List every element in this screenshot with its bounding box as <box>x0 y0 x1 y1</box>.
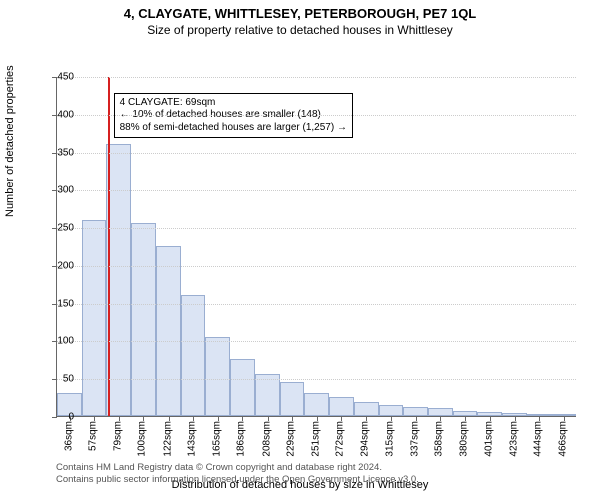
footer-line-2: Contains public sector information licen… <box>56 474 419 486</box>
x-tick-label: 57sqm <box>87 421 98 451</box>
y-tick-label: 100 <box>44 336 74 347</box>
histogram-bar <box>106 144 131 416</box>
x-tick-label: 315sqm <box>384 421 395 457</box>
gridline <box>57 115 576 116</box>
histogram-bar <box>280 382 305 416</box>
y-tick-label: 150 <box>44 298 74 309</box>
gridline <box>57 266 576 267</box>
histogram-bar <box>82 220 107 416</box>
histogram-bar <box>205 337 230 416</box>
x-tick-label: 337sqm <box>409 421 420 457</box>
histogram-bar <box>131 223 156 416</box>
x-tick-label: 36sqm <box>63 421 74 451</box>
histogram-bar <box>329 397 354 416</box>
plot-area: 4 CLAYGATE: 69sqm← 10% of detached house… <box>56 77 576 417</box>
page-title: 4, CLAYGATE, WHITTLESEY, PETERBOROUGH, P… <box>0 6 600 21</box>
histogram-bar <box>379 405 404 416</box>
x-tick-label: 358sqm <box>434 421 445 457</box>
property-marker-line <box>108 77 110 416</box>
histogram-bar <box>181 295 206 416</box>
gridline <box>57 228 576 229</box>
gridline <box>57 304 576 305</box>
y-tick-label: 400 <box>44 109 74 120</box>
x-tick-label: 401sqm <box>483 421 494 457</box>
annotation-line: 4 CLAYGATE: 69sqm <box>120 97 347 110</box>
y-tick-label: 50 <box>44 374 74 385</box>
x-tick-label: 251sqm <box>311 421 322 457</box>
gridline <box>57 77 576 78</box>
x-tick-label: 208sqm <box>261 421 272 457</box>
x-tick-label: 122sqm <box>162 421 173 457</box>
gridline <box>57 153 576 154</box>
histogram-bar <box>255 374 280 416</box>
histogram-bar <box>403 407 428 416</box>
chart-subtitle: Size of property relative to detached ho… <box>0 23 600 37</box>
x-tick-label: 79sqm <box>113 421 124 451</box>
histogram-bar <box>354 402 379 416</box>
footer-line-1: Contains HM Land Registry data © Crown c… <box>56 462 419 474</box>
gridline <box>57 190 576 191</box>
y-tick-label: 200 <box>44 260 74 271</box>
x-tick-label: 165sqm <box>212 421 223 457</box>
x-tick-label: 380sqm <box>459 421 470 457</box>
x-tick-label: 294sqm <box>360 421 371 457</box>
y-axis-title: Number of detached properties <box>4 65 16 217</box>
y-tick-label: 450 <box>44 72 74 83</box>
x-tick-label: 143sqm <box>186 421 197 457</box>
histogram-bar <box>428 408 453 416</box>
gridline <box>57 341 576 342</box>
x-tick-label: 229sqm <box>285 421 296 457</box>
x-tick-label: 186sqm <box>236 421 247 457</box>
x-tick-label: 100sqm <box>137 421 148 457</box>
x-tick-label: 272sqm <box>335 421 346 457</box>
y-tick-label: 300 <box>44 185 74 196</box>
histogram-bar <box>156 246 181 416</box>
y-tick-label: 350 <box>44 147 74 158</box>
attribution-footer: Contains HM Land Registry data © Crown c… <box>56 462 419 487</box>
x-tick-label: 423sqm <box>508 421 519 457</box>
annotation-line: 88% of semi-detached houses are larger (… <box>120 122 347 135</box>
gridline <box>57 379 576 380</box>
histogram-bar <box>304 393 329 416</box>
histogram-bar <box>230 359 255 416</box>
x-tick-label: 444sqm <box>533 421 544 457</box>
y-tick-label: 250 <box>44 223 74 234</box>
x-tick-label: 466sqm <box>558 421 569 457</box>
